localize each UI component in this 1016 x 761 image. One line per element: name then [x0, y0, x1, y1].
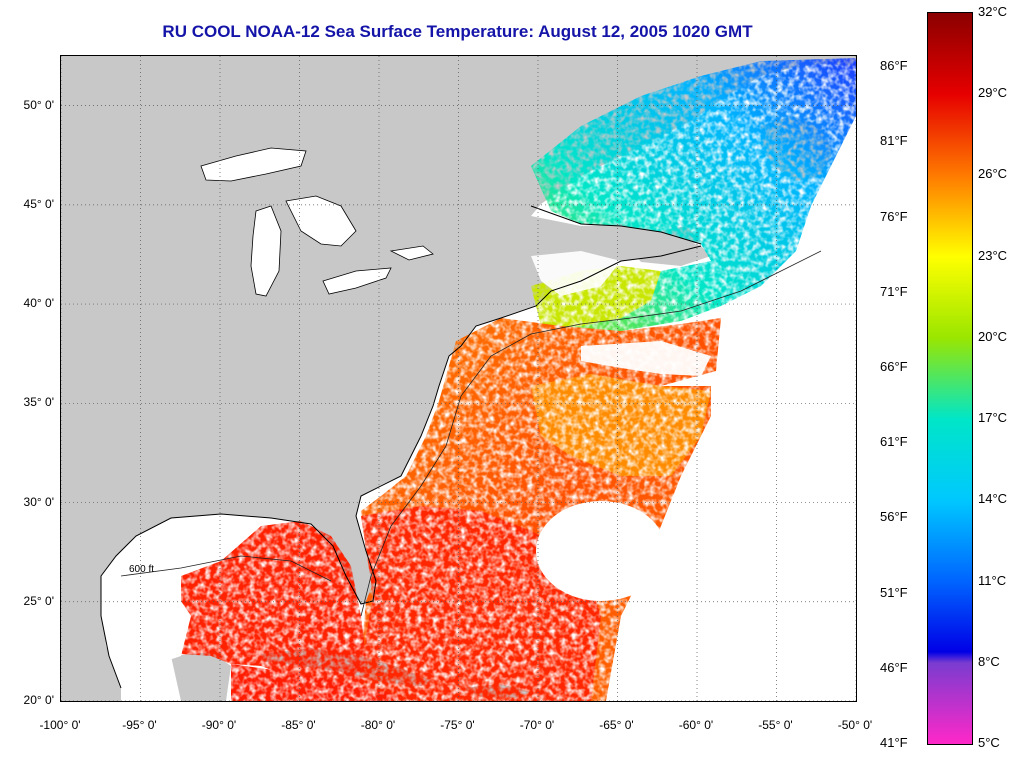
colorbar-celsius-label: 20°C: [978, 328, 1008, 344]
colorbar-celsius-label: 11°C: [978, 572, 1007, 588]
colorbar-celsius-label: 29°C: [978, 85, 1008, 101]
land-yucatan: [171, 652, 231, 701]
map-title: RU COOL NOAA-12 Sea Surface Temperature:…: [162, 22, 753, 41]
lake-erie: [322, 267, 392, 295]
colorbar-fahrenheit-label: 41°F: [880, 735, 908, 750]
colorbar-fahrenheit-label: 81°F: [880, 133, 908, 149]
lon-tick-label: -70° 0': [519, 718, 555, 732]
lake-ontario: [389, 245, 434, 261]
colorbar-celsius-label: 5°C: [978, 735, 1000, 750]
cloud-patch-gulf: [101, 586, 191, 676]
lon-tick-label: -50° 0': [837, 718, 873, 732]
colorbar-celsius-label: 32°C: [978, 4, 1008, 19]
lon-tick-label: -95° 0': [122, 718, 157, 732]
lat-tick-label: 20° 0': [23, 693, 54, 707]
map-canvas: 600 ft: [61, 56, 856, 701]
cloud-gap: [536, 501, 666, 601]
colorbar-celsius-label: 23°C: [978, 247, 1008, 263]
colorbar-fahrenheit-label: 51°F: [880, 584, 908, 600]
colorbar-fahrenheit-label: 76°F: [880, 208, 908, 224]
sst-northeast-cold: [531, 58, 856, 336]
lon-tick-label: -85° 0': [281, 718, 316, 732]
lon-tick-label: -60° 0': [678, 718, 714, 732]
graticule: [61, 56, 856, 701]
colorbar-celsius-label: 26°C: [978, 166, 1008, 182]
cloud-band: [581, 341, 711, 376]
lat-tick-label: 30° 0': [23, 494, 54, 509]
colorbar-celsius-label: 8°C: [978, 653, 1000, 669]
lon-tick-label: -65° 0': [599, 718, 634, 732]
lat-tick-label: 40° 0': [23, 296, 54, 311]
colorbar-celsius-label: 17°C: [978, 410, 1008, 426]
colorbar-fahrenheit-label: 61°F: [880, 434, 908, 450]
cloud-patch-ne: [531, 251, 621, 296]
lon-tick-label: -100° 0': [39, 718, 81, 732]
lon-tick-label: -75° 0': [440, 718, 475, 732]
coastline-east: [100, 205, 702, 689]
lon-tick-label: -55° 0': [758, 718, 793, 732]
lat-tick-label: 25° 0': [23, 593, 54, 608]
sst-map[interactable]: 600 ft: [60, 55, 857, 702]
sst-caribbean: [231, 664, 401, 701]
lat-tick-label: 50° 0': [23, 97, 54, 112]
colorbar-fahrenheit-label: 66°F: [880, 358, 908, 374]
lon-tick-label: -90° 0': [201, 718, 237, 732]
colorbar-fahrenheit-label: 86°F: [880, 58, 908, 74]
lake-michigan: [250, 205, 282, 297]
sst-gulf-mexico: [181, 521, 366, 701]
lon-tick-label: -80° 0': [360, 718, 396, 732]
colorbar-fahrenheit-label: 46°F: [880, 659, 908, 675]
colorbar-fahrenheit-label: 71°F: [880, 283, 908, 299]
lake-superior: [200, 147, 307, 182]
isobath-600ft: [120, 250, 822, 617]
isobath-label: 600 ft: [129, 564, 154, 575]
colorbar-celsius-label: 14°C: [978, 491, 1008, 507]
temperature-colorbar: [927, 12, 973, 745]
lat-tick-label: 35° 0': [23, 395, 54, 410]
lat-tick-label: 45° 0': [23, 196, 54, 211]
colorbar-fahrenheit-label: 56°F: [880, 509, 908, 525]
lake-huron: [285, 195, 357, 247]
sst-offshore-band: [531, 374, 711, 476]
